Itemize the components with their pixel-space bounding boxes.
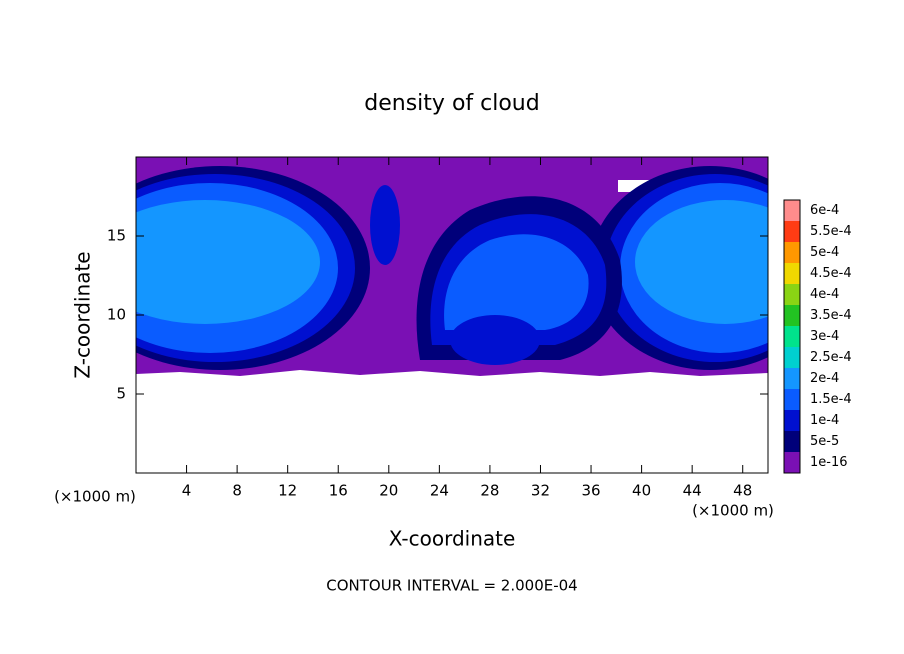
colorbar-frame: [783, 199, 801, 474]
colorbar-cell: [784, 431, 800, 452]
colorbar-cell: [784, 221, 800, 242]
x-tick-label: 20: [379, 482, 398, 500]
x-tick-label: 16: [329, 482, 348, 500]
colorbar-cell: [784, 284, 800, 305]
colorbar-cell: [784, 326, 800, 347]
colorbar-label: 5e-4: [810, 245, 839, 260]
colorbar-label: 6e-4: [810, 203, 839, 218]
contour-field: [136, 157, 768, 376]
colorbar-cell: [784, 452, 800, 473]
x-tick-label: 8: [232, 482, 242, 500]
x-tick-label: 48: [733, 482, 752, 500]
colorbar-label: 2e-4: [810, 371, 839, 386]
x-tick-label: 36: [581, 482, 600, 500]
colorbar-cell: [784, 347, 800, 368]
x-unit-left: (×1000 m): [54, 488, 136, 506]
chart-title: density of cloud: [364, 91, 539, 116]
colorbar-cell: [784, 242, 800, 263]
x-tick-label: 44: [683, 482, 702, 500]
colorbar-label: 1e-16: [810, 455, 848, 470]
colorbar-label: 4.5e-4: [810, 266, 852, 281]
colorbar-cell: [784, 389, 800, 410]
colorbar-cell: [784, 410, 800, 431]
x-tick-label: 40: [632, 482, 651, 500]
x-tick-label: 28: [480, 482, 499, 500]
colorbar-cell: [784, 263, 800, 284]
colorbar-label: 3.5e-4: [810, 308, 852, 323]
x-tick-label: 12: [278, 482, 297, 500]
annotation: CONTOUR INTERVAL = 2.000E-04: [326, 577, 577, 595]
x-unit-right: (×1000 m): [692, 502, 774, 520]
y-tick-label: 10: [107, 306, 126, 324]
colorbar-label: 5.5e-4: [810, 224, 852, 239]
colorbar-label: 5e-5: [810, 434, 839, 449]
colorbar-cell: [784, 305, 800, 326]
x-axis-label: X-coordinate: [389, 527, 516, 551]
colorbar-cell: [784, 368, 800, 389]
colorbar-label: 1e-4: [810, 413, 839, 428]
y-axis-label: Z-coordinate: [71, 251, 95, 378]
colorbar-label: 1.5e-4: [810, 392, 852, 407]
y-tick-label: 15: [107, 227, 126, 245]
x-tick-label: 24: [430, 482, 449, 500]
colorbar-cell: [784, 200, 800, 221]
colorbar-label: 4e-4: [810, 287, 839, 302]
y-tick-label: 5: [116, 385, 126, 403]
colorbar-label: 3e-4: [810, 329, 839, 344]
x-tick-label: 32: [531, 482, 550, 500]
colorbar-label: 2.5e-4: [810, 350, 852, 365]
x-tick-label: 4: [182, 482, 192, 500]
